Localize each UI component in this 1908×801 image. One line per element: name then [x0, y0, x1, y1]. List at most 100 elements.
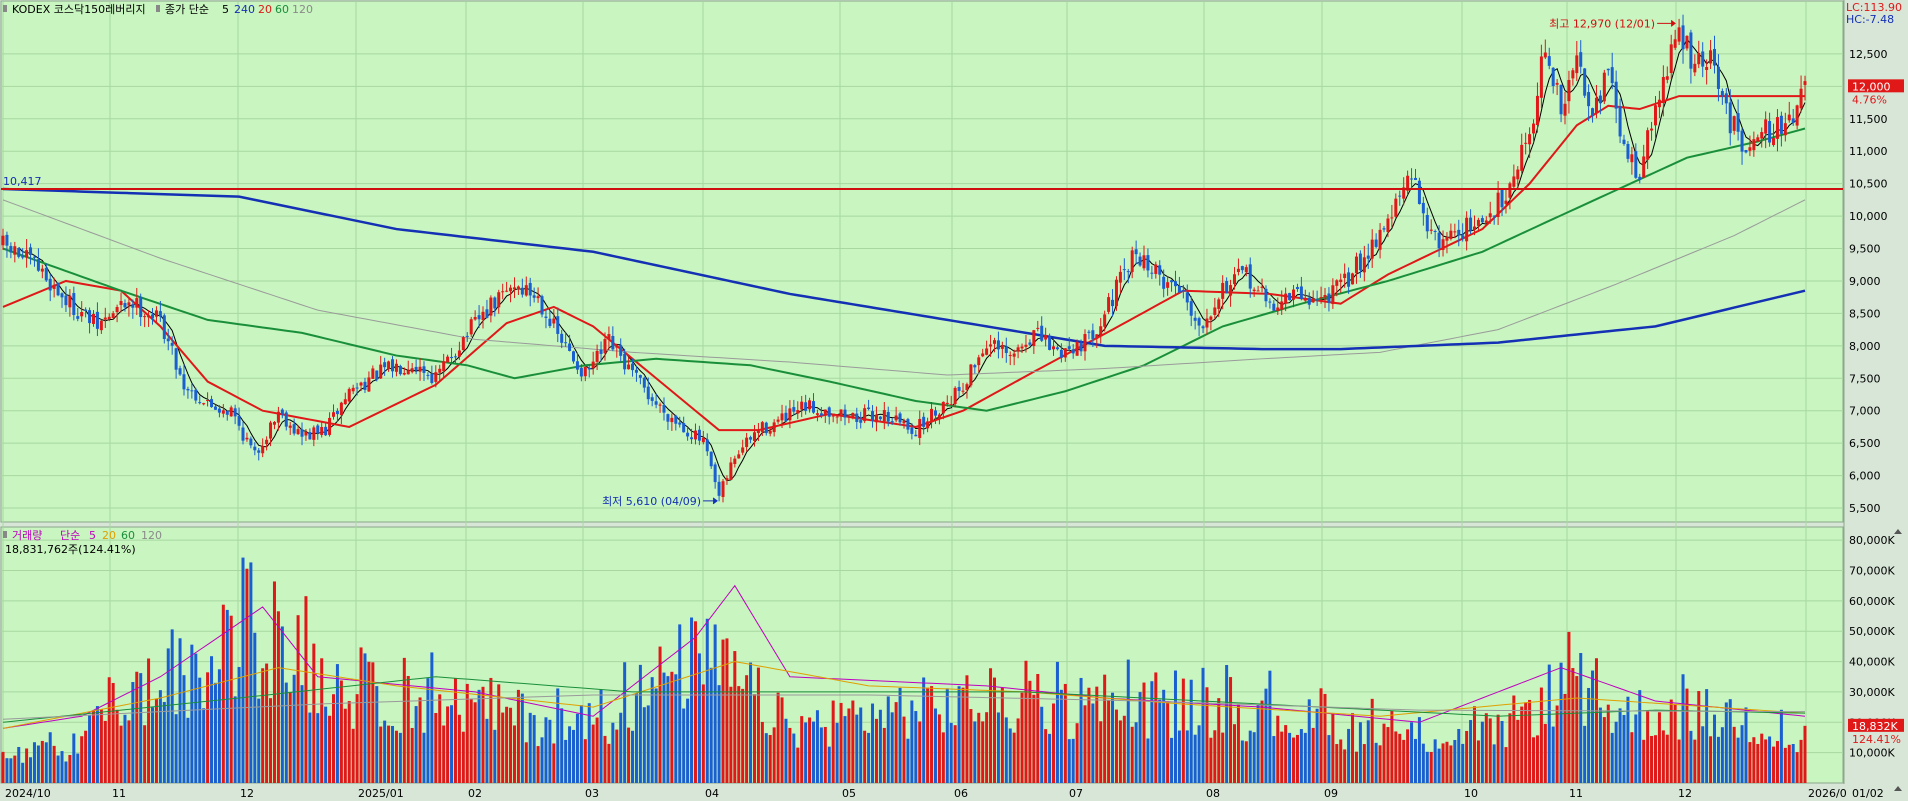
candle-body	[1008, 355, 1012, 357]
volume-bar	[1362, 744, 1366, 783]
candle-body	[552, 318, 556, 324]
candle-body	[1689, 32, 1693, 69]
candle-body	[316, 425, 320, 434]
candle-body	[957, 387, 961, 391]
candle-body	[713, 464, 717, 483]
volume-bar	[1779, 709, 1783, 783]
candle-body	[1158, 265, 1162, 275]
volume-bar	[658, 646, 662, 783]
candle-body	[922, 416, 926, 427]
vy-tick-0: 10,000K	[1849, 747, 1895, 760]
volume-bar	[1107, 700, 1111, 783]
candle-body	[1244, 267, 1248, 273]
volume-bar	[1252, 732, 1256, 783]
candle-body	[1516, 169, 1520, 180]
candle-body	[823, 409, 827, 416]
candle-body	[721, 481, 725, 497]
volume-bar	[1748, 742, 1752, 783]
volume-bar	[953, 725, 957, 783]
volume-bar	[835, 722, 839, 783]
volume-bar	[1055, 661, 1059, 783]
volume-bar	[202, 708, 206, 783]
volume-bar	[1244, 741, 1248, 783]
volume-bar	[1575, 676, 1579, 783]
volume-bar	[1225, 664, 1229, 783]
candle-body	[202, 403, 206, 405]
candle-body	[933, 410, 937, 416]
candle-body	[21, 255, 25, 258]
volume-bar	[1622, 715, 1626, 783]
candle-body	[1209, 316, 1213, 320]
candle-body	[599, 349, 603, 354]
volume-bar	[1720, 727, 1724, 783]
candle-body	[666, 414, 670, 422]
candle-body	[989, 344, 993, 347]
candle-body	[1476, 219, 1480, 226]
volume-bar	[1323, 693, 1327, 783]
candle-body	[1441, 239, 1445, 250]
price-panel[interactable]	[0, 0, 1844, 523]
volume-bar	[1103, 674, 1107, 783]
volume-bar	[1406, 729, 1410, 783]
volume-bar	[391, 725, 395, 783]
volume-bar	[1126, 659, 1130, 783]
volume-bar	[1587, 687, 1591, 783]
volume-bar	[1697, 691, 1701, 783]
volume-bar	[1547, 664, 1551, 783]
candle-body	[697, 429, 701, 441]
candle-body	[906, 419, 910, 430]
volume-bar	[1768, 736, 1772, 783]
ma-period-240: 240	[234, 3, 255, 16]
candle-body	[1331, 285, 1335, 305]
volume-bar	[1398, 733, 1402, 783]
volume-bar	[579, 705, 583, 783]
volume-bar	[269, 698, 273, 783]
candle-body	[686, 432, 690, 437]
candle-body	[898, 413, 902, 423]
volume-bar	[1197, 725, 1201, 783]
volume-bar	[631, 730, 635, 783]
candle-body	[973, 365, 977, 368]
candle-body	[776, 419, 780, 422]
candle-body	[1508, 183, 1512, 198]
volume-bar	[1358, 722, 1362, 783]
candle-body	[210, 399, 214, 408]
hc-label: HC:-7.48	[1846, 13, 1894, 26]
candle-body	[1488, 213, 1492, 218]
candle-body	[945, 402, 949, 405]
candle-body	[536, 296, 540, 299]
candle-body	[29, 247, 33, 255]
candle-body	[528, 282, 532, 296]
candle-body	[1618, 106, 1622, 137]
volume-bar	[1048, 733, 1052, 783]
x-tick-5: 03	[585, 787, 599, 800]
candle-body	[611, 335, 615, 350]
candle-body	[1173, 281, 1177, 287]
candle-body	[1709, 50, 1713, 64]
candle-body	[217, 408, 221, 413]
candle-body	[1193, 317, 1197, 321]
volume-bar	[1650, 735, 1654, 783]
y-tick-14: 12,500	[1849, 48, 1888, 61]
volume-bar	[882, 727, 886, 783]
candle-body	[693, 430, 697, 440]
candle-body	[1543, 52, 1547, 58]
volume-bar	[709, 667, 713, 783]
reference-price-label: 10,417	[3, 175, 42, 188]
candle-body	[190, 390, 194, 392]
candle-body	[111, 313, 115, 318]
ma-period-60: 60	[275, 3, 289, 16]
candle-body	[583, 366, 587, 377]
collapse-panel-icon[interactable]	[1894, 529, 1902, 534]
candle-body	[674, 415, 678, 424]
volume-bar	[276, 611, 280, 783]
candle-body	[182, 374, 186, 390]
candle-body	[72, 293, 76, 315]
candle-body	[13, 246, 17, 255]
candle-body	[572, 351, 576, 362]
volume-bar	[1410, 722, 1414, 783]
collapse-volume-icon[interactable]	[1894, 786, 1902, 791]
candle-body	[300, 429, 304, 437]
candle-body	[394, 363, 398, 372]
volume-bar	[442, 725, 446, 783]
